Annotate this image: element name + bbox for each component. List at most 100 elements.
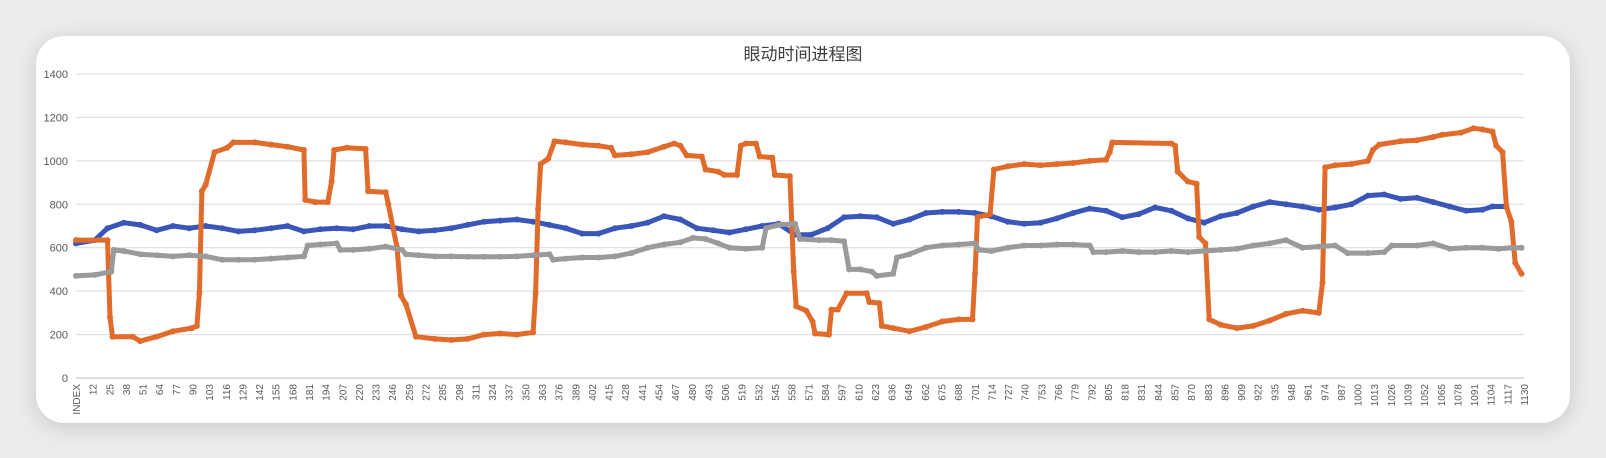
x-tick-label: 324: [488, 384, 499, 401]
data-point: [324, 199, 331, 206]
y-tick-label: 800: [50, 199, 68, 211]
x-tick-label: 233: [372, 384, 383, 401]
data-point: [1053, 241, 1060, 248]
data-point: [1446, 203, 1453, 210]
data-point: [1090, 249, 1097, 256]
data-point: [841, 238, 848, 245]
data-point: [1364, 250, 1371, 257]
data-point: [1053, 161, 1060, 168]
gridlines: [76, 73, 1524, 379]
data-point: [677, 239, 684, 246]
data-point: [170, 253, 176, 260]
data-point: [1283, 237, 1289, 244]
data-point: [448, 225, 455, 232]
data-point: [702, 166, 709, 173]
data-point: [771, 172, 778, 178]
data-point: [671, 140, 678, 147]
data-point: [1470, 125, 1477, 132]
data-point: [775, 221, 782, 228]
data-point: [1319, 279, 1326, 286]
data-point: [828, 306, 835, 313]
x-tick-label: 701: [971, 384, 982, 401]
data-point: [385, 201, 392, 208]
data-point: [1332, 162, 1339, 169]
data-point: [1518, 270, 1525, 277]
data-point: [1184, 249, 1191, 256]
x-tick-label: 649: [904, 384, 915, 401]
data-point: [1103, 156, 1109, 163]
data-point: [399, 246, 406, 253]
data-point: [742, 245, 749, 252]
data-point: [546, 251, 553, 258]
data-point: [1299, 203, 1306, 210]
data-point: [1086, 205, 1093, 212]
data-point: [922, 244, 929, 251]
data-point: [841, 214, 848, 221]
data-point: [1037, 162, 1044, 169]
data-point: [202, 181, 209, 188]
data-point: [402, 251, 409, 258]
x-tick-label: 155: [272, 384, 283, 401]
x-tick-label: 935: [1270, 384, 1281, 401]
data-point: [317, 226, 324, 233]
data-point: [734, 172, 740, 178]
x-tick-label: 727: [1004, 384, 1015, 401]
data-point: [661, 213, 667, 220]
data-point: [219, 225, 226, 232]
x-tick-label: 493: [704, 384, 715, 401]
data-point: [537, 161, 544, 168]
x-tick-label: 974: [1320, 384, 1331, 401]
data-point: [413, 333, 419, 340]
data-point: [628, 223, 635, 229]
data-point: [595, 142, 602, 149]
data-point: [1217, 213, 1224, 220]
data-point: [1381, 249, 1388, 256]
data-point: [481, 331, 487, 338]
data-point: [1315, 206, 1322, 213]
data-point: [1070, 160, 1077, 166]
data-point: [1201, 248, 1208, 254]
data-point: [792, 220, 798, 227]
data-point: [1233, 245, 1240, 252]
data-point: [1463, 244, 1470, 251]
x-tick-label: 90: [189, 384, 200, 396]
x-tick-label: 415: [605, 384, 616, 401]
data-point: [1518, 244, 1525, 251]
data-point: [153, 227, 160, 234]
data-point: [756, 153, 763, 160]
x-tick-label: 545: [771, 384, 782, 401]
data-point: [497, 253, 504, 260]
x-tick-label: 883: [1204, 384, 1215, 401]
line-chart: 0 200 400 600 800 1000 1200 1400 INDEX 12 25 38 51 6…: [44, 69, 1531, 415]
data-point: [300, 147, 307, 153]
x-tick-label: 207: [338, 384, 349, 401]
x-tick-label: 961: [1304, 384, 1315, 401]
data-point: [1103, 207, 1109, 214]
data-point: [1172, 142, 1179, 149]
data-point: [1369, 147, 1376, 153]
data-point: [120, 219, 127, 226]
y-tick-label: 0: [62, 373, 68, 385]
data-point: [990, 166, 997, 173]
data-point: [230, 139, 237, 146]
data-point: [153, 252, 160, 259]
x-tick-label: 558: [788, 384, 799, 401]
data-point: [595, 254, 602, 261]
data-point: [737, 142, 744, 149]
data-point: [890, 220, 897, 227]
data-point: [170, 223, 176, 229]
data-point: [1233, 325, 1240, 332]
data-point: [808, 231, 815, 238]
data-point: [1332, 242, 1339, 249]
data-point: [579, 230, 586, 237]
x-tick-label: 311: [471, 384, 482, 400]
data-point: [1053, 215, 1060, 222]
x-tick-label: 506: [721, 384, 732, 401]
data-point: [1250, 242, 1257, 249]
data-point: [595, 230, 602, 237]
x-tick-label: 844: [1154, 384, 1165, 401]
data-point: [628, 250, 635, 257]
data-point: [251, 227, 258, 234]
data-point: [1344, 250, 1351, 257]
x-tick-label: 857: [1170, 384, 1181, 401]
